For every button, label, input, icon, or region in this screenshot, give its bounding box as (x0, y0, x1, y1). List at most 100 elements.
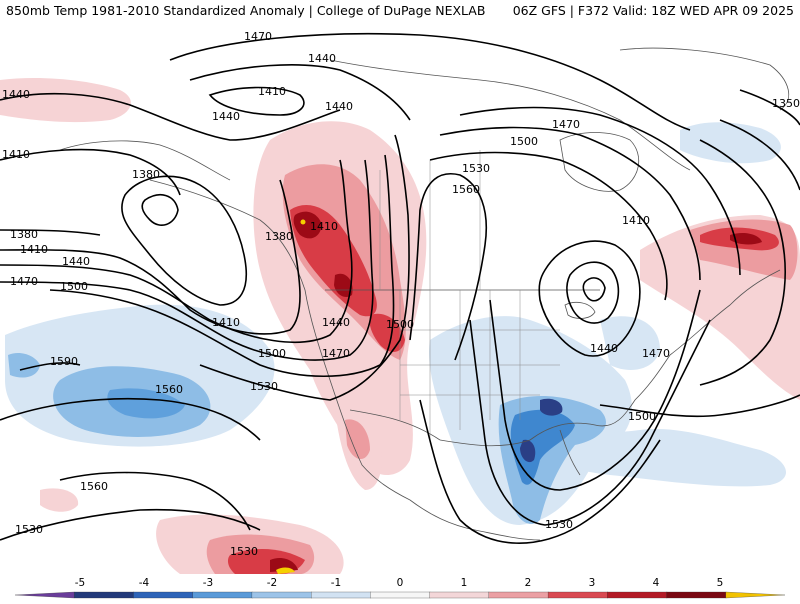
contour-label: 1500 (60, 280, 88, 293)
contour-1440-mid (0, 159, 353, 344)
contour-1470-trough (489, 289, 701, 491)
colorbar-segment (666, 591, 727, 599)
contour-label: 1380 (132, 168, 160, 181)
contour-1470-north (169, 32, 691, 131)
contour-label: 1530 (545, 518, 573, 531)
contour-label: 1500 (628, 410, 656, 423)
contour-1530-pacific (0, 508, 261, 541)
contour-label: 1530 (230, 545, 258, 558)
contour-label: 1440 (322, 316, 350, 329)
contour-label: 1470 (10, 275, 38, 288)
warm-extreme-bc (293, 211, 322, 239)
contour-label: 1440 (212, 110, 240, 123)
cold-extreme-southeast (540, 398, 563, 416)
colorbar-tick-label: 4 (653, 577, 660, 589)
model-run-info: 06Z GFS | F372 Valid: 18Z WED APR 09 202… (512, 3, 794, 18)
contour-1350-inner (141, 194, 179, 226)
contour-1440-east-ridge (719, 119, 800, 191)
colorbar-segments (14, 591, 786, 599)
warm-light-hawaii (40, 488, 79, 512)
contour-1470-east-ridge (699, 139, 786, 386)
contour-1380-low-ne (582, 277, 606, 302)
contour-label: 1440 (590, 342, 618, 355)
contour-label: 1560 (80, 480, 108, 493)
cold-extreme-southeast-2 (520, 439, 536, 463)
contour-label: 1440 (308, 52, 336, 65)
colorbar-segment (429, 591, 490, 599)
contour-1410-east-ridge (739, 89, 800, 126)
colorbar-tick-label: 2 (525, 577, 532, 589)
header-bar: 850mb Temp 1981-2010 Standardized Anomal… (0, 0, 800, 20)
contour-1380-west (0, 229, 101, 236)
colorbar-segment (192, 591, 253, 599)
colorbar-tick-label: 0 (397, 577, 404, 589)
contour-label: 1530 (250, 380, 278, 393)
warm-light-pacific-north (0, 78, 131, 123)
cold-light-gulf (520, 429, 787, 487)
warm-strong-montana (369, 313, 405, 352)
contour-label: 1410 (212, 316, 240, 329)
colorbar-tick-label: -4 (139, 577, 150, 589)
warm-extreme-south-pacific (270, 558, 298, 572)
great-lakes (564, 301, 596, 319)
cold-mid-pacific-west (8, 353, 40, 378)
contour-label: 1560 (155, 383, 183, 396)
cold-light-east (600, 316, 660, 370)
contour-label: 1410 (20, 243, 48, 256)
contour-label: 1500 (386, 318, 414, 331)
warm-extreme-nw (334, 273, 353, 297)
contour-1470-mid (0, 159, 374, 361)
florida (559, 429, 581, 476)
colorbar-tick-labels: -5 -4 -3 -2 -1 0 1 2 3 4 5 (75, 577, 724, 589)
colorbar-svg: -5 -4 -3 -2 -1 0 1 2 3 4 5 (14, 577, 786, 599)
colorbar-tick-label: -3 (203, 577, 213, 589)
colorbar: -5 -4 -3 -2 -1 0 1 2 3 4 5 (0, 574, 800, 600)
west-coastline (149, 179, 541, 541)
map-title: 850mb Temp 1981-2010 Standardized Anomal… (6, 3, 486, 18)
contour-label: 1470 (322, 347, 350, 360)
colorbar-tick-label: -2 (267, 577, 277, 589)
contour-label: 1500 (258, 347, 286, 360)
contour-1590 (19, 362, 81, 371)
contour-label: 1500 (510, 135, 538, 148)
colorbar-tick-label: 5 (717, 577, 724, 589)
contour-1410-low-ne (566, 261, 620, 324)
colorbar-segment (488, 591, 549, 599)
gulf-coastline (439, 269, 781, 447)
contour-label: 1440 (325, 100, 353, 113)
cold-light-arctic (680, 122, 781, 164)
us-mexico-border (349, 409, 441, 441)
colorbar-segment (607, 591, 668, 599)
contour-1560-ridge (409, 173, 488, 361)
contour-1560-pacific (0, 397, 261, 441)
yellow-hotspot-pacific (276, 567, 295, 574)
colorbar-segment (370, 591, 431, 599)
contour-1410-west (0, 148, 181, 196)
cold-strong-pacific (107, 388, 185, 419)
anomaly-map: 1470 1440 1410 1440 1440 1350 1410 1380 … (0, 20, 800, 574)
contour-1560-sw (59, 471, 251, 531)
contour-label: 1470 (552, 118, 580, 131)
contour-1500-atlantic (599, 394, 800, 418)
contour-label: 1440 (2, 88, 30, 101)
colorbar-segment (251, 591, 312, 599)
contour-label: 1410 (2, 148, 30, 161)
contour-1440-west (0, 92, 341, 141)
contour-label: 1470 (642, 347, 670, 360)
contour-1410-north (208, 86, 305, 116)
contour-1530-mid (199, 134, 410, 401)
colorbar-tick-label: -5 (75, 577, 85, 589)
contour-1500-east (439, 126, 701, 281)
contour-label: 1560 (452, 183, 480, 196)
contour-label: 1410 (258, 85, 286, 98)
cold-anomaly-shading (5, 122, 787, 525)
contour-1530-south (419, 399, 661, 544)
contour-label: 1530 (462, 162, 490, 175)
hudson-bay (559, 132, 639, 192)
contour-1530-east (429, 151, 668, 301)
contour-1500-trough (469, 319, 711, 526)
state-lines (379, 150, 560, 440)
yellow-hotspot-bc (300, 219, 306, 225)
colorbar-tick-label: -1 (331, 577, 341, 589)
